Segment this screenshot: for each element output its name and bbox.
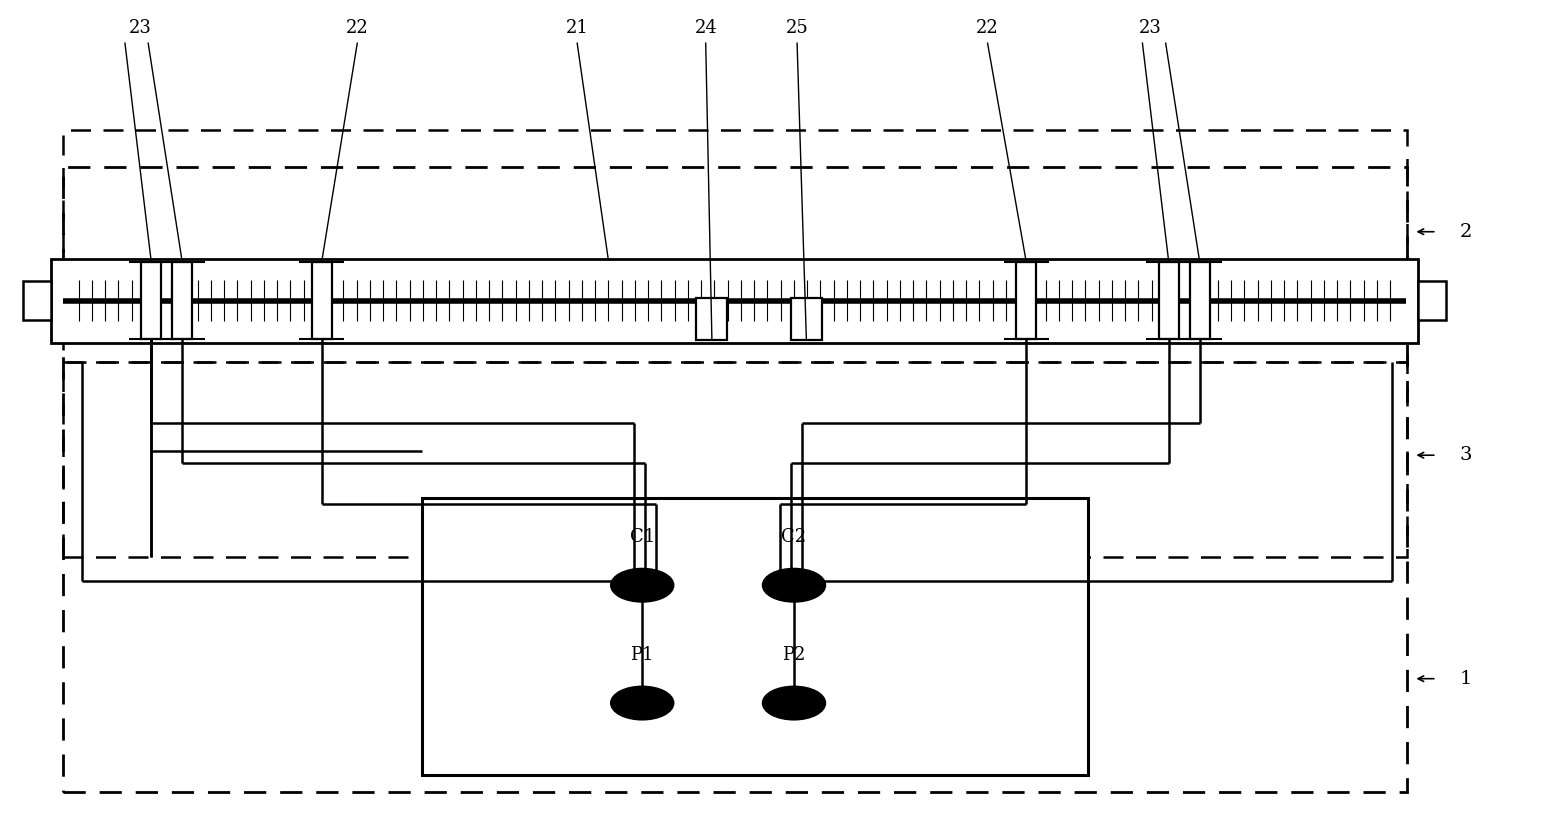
Bar: [23, 282, 51, 320]
Bar: [696, 297, 727, 340]
Text: 25: 25: [786, 19, 808, 37]
Text: 22: 22: [976, 19, 1000, 37]
Bar: [791, 297, 822, 340]
Text: P2: P2: [782, 646, 805, 664]
Text: 21: 21: [565, 19, 589, 37]
Text: 23: 23: [1138, 19, 1162, 37]
Circle shape: [763, 687, 825, 719]
Text: 22: 22: [346, 19, 369, 37]
Bar: [1190, 262, 1210, 339]
Bar: [422, 498, 1088, 774]
Circle shape: [612, 569, 673, 602]
Bar: [51, 259, 1418, 343]
Text: C2: C2: [782, 528, 807, 546]
Text: C1: C1: [629, 528, 655, 546]
Circle shape: [763, 569, 825, 602]
Text: 23: 23: [129, 19, 153, 37]
Circle shape: [612, 687, 673, 719]
Bar: [142, 262, 162, 339]
Bar: [62, 131, 1408, 362]
Bar: [62, 167, 1408, 792]
Text: 2: 2: [1460, 222, 1473, 241]
Text: 1: 1: [1460, 670, 1473, 688]
Text: 3: 3: [1460, 446, 1473, 464]
Bar: [62, 362, 1408, 557]
Bar: [1418, 282, 1446, 320]
Text: P1: P1: [631, 646, 654, 664]
Bar: [1017, 262, 1037, 339]
Bar: [1158, 262, 1179, 339]
Text: 24: 24: [694, 19, 718, 37]
Bar: [173, 262, 193, 339]
Bar: [311, 262, 332, 339]
